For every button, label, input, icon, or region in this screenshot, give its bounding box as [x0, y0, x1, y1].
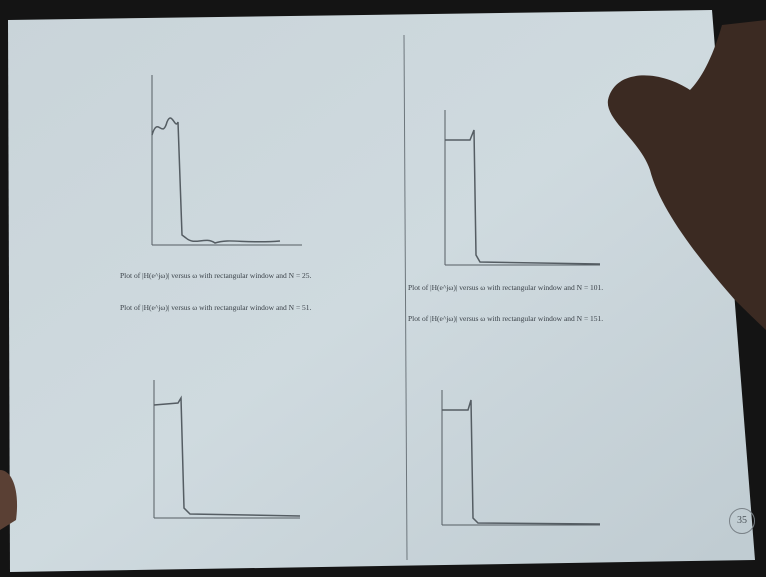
caption: Plot of |H(e^jω)| versus ω with rectangu… — [408, 283, 603, 292]
caption: Plot of |H(e^jω)| versus ω with rectangu… — [408, 314, 603, 323]
paper-drawing — [0, 0, 766, 577]
photo: Plot of |H(e^jω)| versus ω with rectangu… — [0, 0, 766, 577]
page-number: 35 — [729, 508, 755, 534]
caption: Plot of |H(e^jω)| versus ω with rectangu… — [120, 303, 311, 312]
caption: Plot of |H(e^jω)| versus ω with rectangu… — [120, 271, 311, 280]
